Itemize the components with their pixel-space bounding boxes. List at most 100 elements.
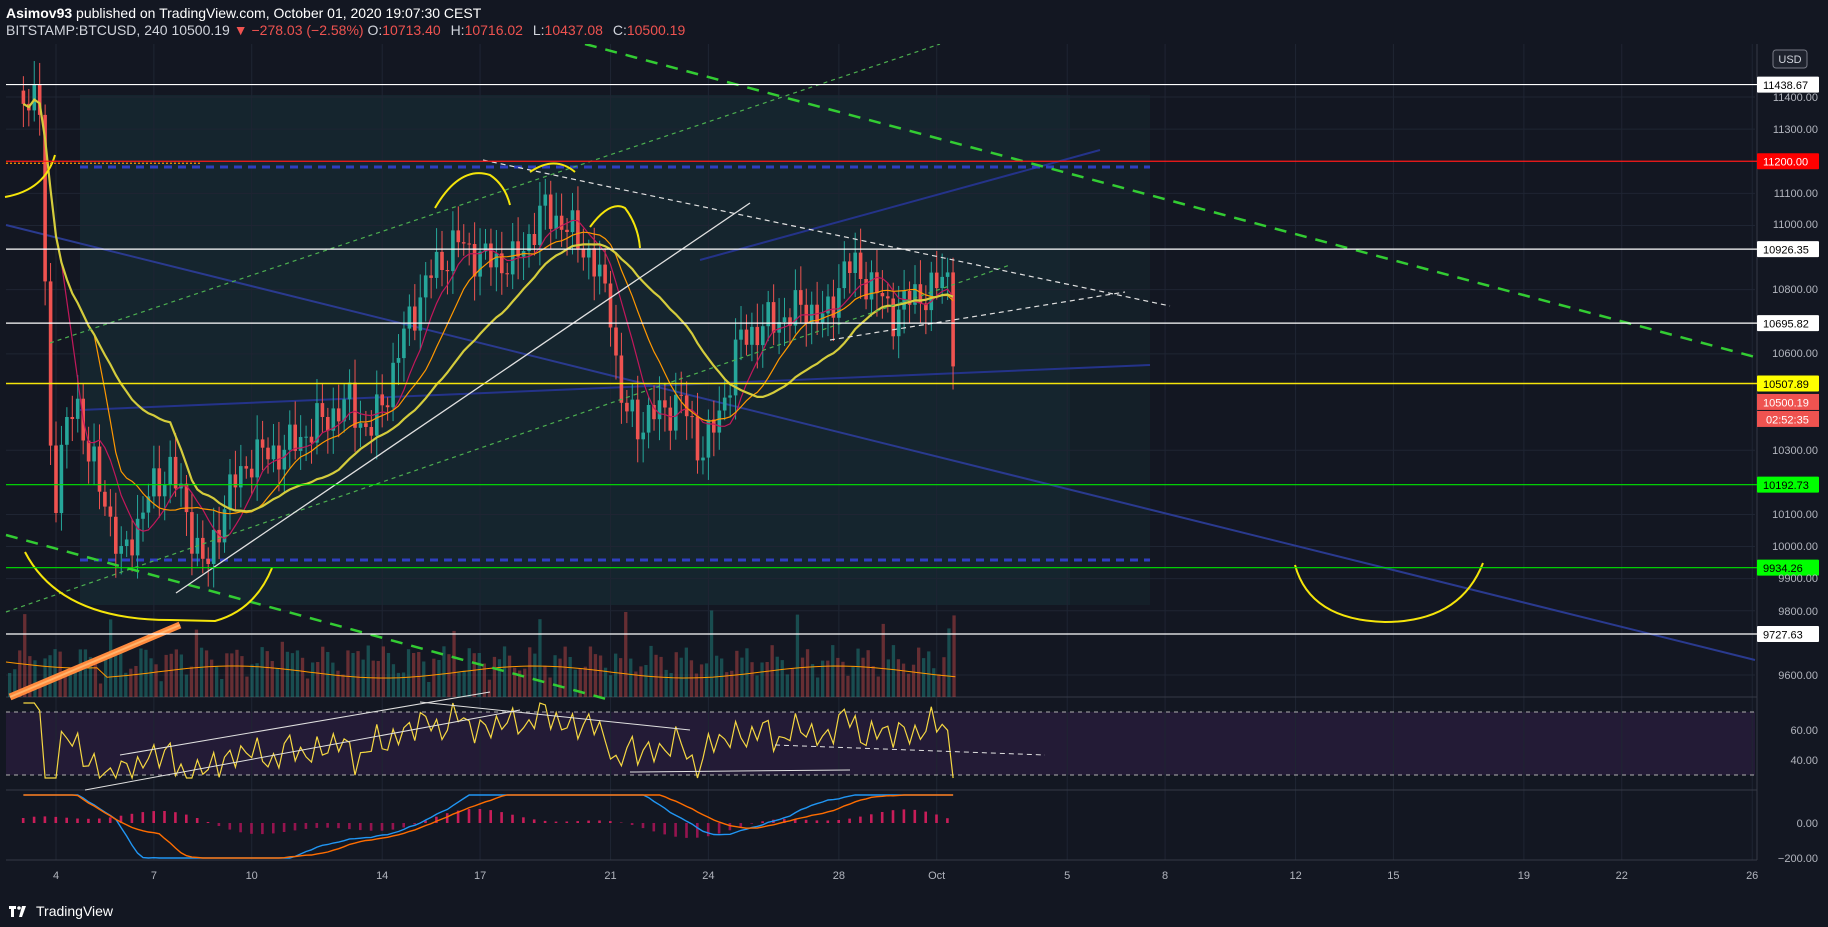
macd-histogram-bar	[543, 820, 547, 823]
volume-bar	[654, 654, 658, 697]
candle-body	[831, 296, 836, 318]
macd-histogram-bar	[696, 823, 699, 838]
volume-bar	[33, 660, 37, 697]
candle-body	[364, 423, 368, 427]
currency-badge[interactable]	[1772, 49, 1808, 69]
volume-bar	[48, 655, 52, 697]
volume-bar	[937, 674, 941, 697]
low-label: L:	[532, 22, 545, 38]
macd-histogram-bar	[413, 823, 416, 825]
candle-body	[331, 408, 336, 431]
candle-body	[141, 512, 145, 519]
blue-trend-line	[79, 364, 1151, 411]
ma-short-line	[23, 98, 954, 540]
price-level-tag[interactable]	[1757, 315, 1819, 332]
macd-histogram-bar	[489, 810, 492, 823]
candle-body	[668, 407, 673, 431]
symbol-label[interactable]: BITSTAMP:BTCUSD, 240	[6, 22, 168, 38]
blue-trend-line	[5, 224, 1756, 661]
macd-histogram-bar	[435, 816, 438, 823]
rising-support-line	[175, 202, 751, 594]
volume-bar	[366, 645, 370, 697]
price-tick-label: 9800.00	[1778, 606, 1818, 618]
volume-bar	[851, 666, 855, 697]
macd-histogram-bar	[891, 810, 895, 823]
volume-bar	[861, 657, 865, 697]
candle-body	[375, 394, 379, 436]
macd-histogram-bar	[250, 823, 253, 834]
candle-body	[804, 304, 809, 323]
volume-bar	[316, 662, 320, 697]
currency-label: USD	[1778, 54, 1801, 66]
price-tick-label: 10600.00	[1772, 348, 1818, 360]
last-price-tag[interactable]	[1757, 393, 1819, 410]
price-level-label: 10695.82	[1763, 319, 1809, 331]
volume-bar	[629, 658, 633, 697]
candle-body	[37, 84, 42, 115]
candle-body	[456, 230, 461, 243]
volume-bar	[447, 654, 451, 697]
volume-bar	[795, 614, 800, 697]
volume-bar	[406, 649, 411, 697]
candle-body	[902, 290, 906, 310]
candle-body	[271, 445, 276, 460]
volume-bar	[391, 664, 396, 697]
volume-bar	[518, 670, 522, 697]
candle-body	[440, 251, 444, 270]
price-level-tag[interactable]	[1757, 76, 1819, 93]
volume-bar	[952, 615, 956, 697]
volume-bar	[412, 653, 416, 697]
volume-bar	[73, 667, 77, 697]
candle-body	[168, 456, 172, 485]
volume-bar	[745, 648, 749, 697]
time-tick-label: 19	[1518, 870, 1530, 882]
price-levels: 11438.67 11200.00 10926.35 10695.82 10507.89…	[6, 76, 1819, 643]
price-tick-label: 11100.00	[1774, 188, 1818, 200]
candle-body	[326, 417, 330, 431]
time-tick-label: 17	[474, 870, 486, 882]
candle-body	[848, 261, 852, 273]
macd-histogram-bar	[108, 817, 112, 823]
macd-histogram-bar	[565, 821, 569, 823]
uptrend-channel-lower	[5, 264, 1011, 613]
volume-bar	[134, 666, 138, 697]
candle-body	[761, 326, 765, 346]
price-level-tag[interactable]	[1757, 626, 1819, 643]
volume-bar	[189, 666, 194, 697]
macd-histogram-bar	[924, 811, 927, 823]
volume-bar	[199, 647, 204, 697]
down-arrow-icon: ▼	[233, 22, 248, 38]
volume-bar	[886, 659, 890, 697]
candle-body	[907, 290, 912, 305]
tradingview-brand[interactable]: TradingView	[8, 903, 113, 919]
volume-bar	[300, 657, 305, 697]
rsi-trend-line	[419, 701, 691, 731]
candle-body	[543, 194, 548, 206]
price-level-label: 9727.63	[1763, 630, 1803, 642]
candle-body	[793, 290, 798, 326]
volume-bar	[18, 650, 22, 697]
macd-histogram-bar	[380, 823, 384, 831]
candle-body	[929, 272, 934, 311]
candle-body	[679, 394, 683, 396]
candle-body	[239, 466, 243, 488]
price-level-tag[interactable]	[1757, 559, 1819, 576]
volume-bar	[28, 656, 32, 697]
macd-histogram-bar	[511, 814, 514, 823]
macd-histogram-bar	[728, 823, 732, 831]
price-level-tag[interactable]	[1757, 241, 1819, 258]
candle-body	[380, 394, 384, 406]
candle-body	[282, 449, 287, 470]
candle-body	[608, 283, 613, 328]
macd-histogram-bar	[826, 820, 830, 823]
volume-bar	[876, 676, 880, 697]
price-level-tag[interactable]	[1757, 153, 1819, 170]
volume-bar	[371, 660, 375, 697]
macd-histogram-bar	[641, 823, 645, 829]
price-level-tag[interactable]	[1757, 375, 1819, 392]
open-value: 10713.40	[382, 22, 441, 38]
author-name[interactable]: Asimov93	[6, 5, 73, 21]
tradingview-brand-label: TradingView	[36, 903, 114, 919]
price-level-tag[interactable]	[1757, 476, 1819, 493]
